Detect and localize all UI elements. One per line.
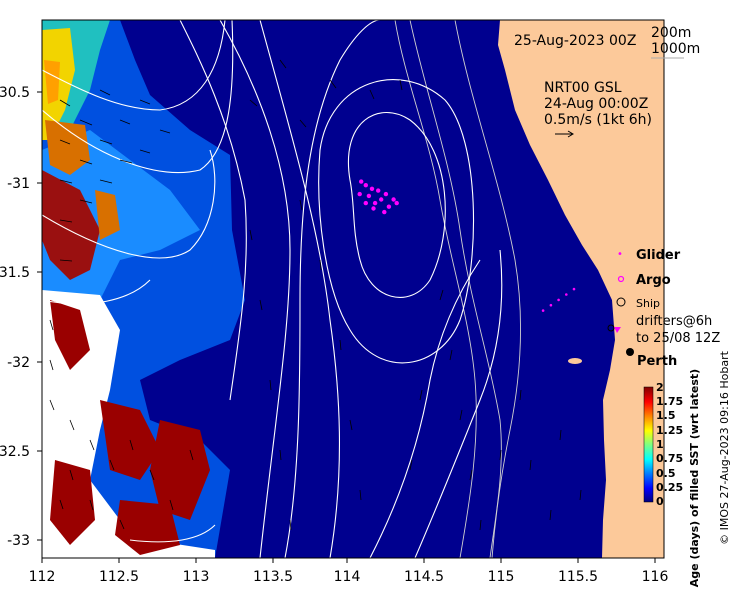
vector-scale-label: 0.5m/s (1kt 6h) xyxy=(544,112,652,128)
glider-coastal-marker xyxy=(614,327,621,333)
lon-tick-label: 115.5 xyxy=(558,569,598,585)
glider-position-dot xyxy=(357,191,362,197)
perth-marker xyxy=(626,348,634,356)
drifter-position-dot xyxy=(557,298,560,302)
glider-position-dot xyxy=(363,200,368,206)
land-western-australia xyxy=(498,20,664,558)
sst-age-field xyxy=(42,20,245,558)
vector-scale-arrow xyxy=(555,130,574,138)
colorbar-title: Age (days) of filled SST (wrt latest) xyxy=(688,369,701,587)
colorbar-tick: 1 xyxy=(656,438,664,451)
colorbar-tick: 1.75 xyxy=(656,395,683,408)
colorbar: 2 1.75 1.5 1.25 1 0.75 0.5 0.25 0 xyxy=(643,381,683,508)
colorbar-tick: 0.25 xyxy=(656,481,683,494)
contour-legend-1000m: 1000m xyxy=(651,41,700,57)
current-product-label: NRT00 GSL xyxy=(544,80,622,96)
drifters-legend-line1: drifters@6h xyxy=(636,314,712,329)
sea-level-contours xyxy=(42,20,503,558)
glider-position-dot xyxy=(379,197,384,202)
lon-tick-label: 116 xyxy=(642,569,669,585)
map-frame-border xyxy=(41,19,665,559)
current-time-label: 24-Aug 00:00Z xyxy=(544,96,648,112)
current-vectors xyxy=(49,59,582,531)
glider-position-dot xyxy=(394,200,399,206)
argo-legend-label: Argo xyxy=(636,273,671,288)
drifter-position-dot xyxy=(541,309,545,312)
glider-position-dot xyxy=(359,179,364,184)
colorbar-tick: 1.5 xyxy=(656,409,676,422)
glider-position-dot xyxy=(383,191,389,197)
glider-position-dot xyxy=(371,206,376,211)
credit-label: © IMOS 27-Aug-2023 09:16 Hobart xyxy=(718,350,731,544)
lon-axis: 112 112.5 113 113.5 114 114.5 115 115.5 … xyxy=(29,558,669,585)
ship-marker xyxy=(607,324,615,332)
lon-tick-label: 114.5 xyxy=(404,569,444,585)
drifters-legend-line2: to 25/08 12Z xyxy=(636,331,720,346)
lon-tick-label: 112 xyxy=(29,569,56,585)
platform-legend: • Glider Argo Ship drifters@6h to 25/08 … xyxy=(616,248,720,369)
colorbar-tick: 0 xyxy=(656,495,664,508)
drifter-track xyxy=(541,287,576,312)
glider-position-dot xyxy=(372,200,378,206)
lat-tick-label: 30.5 xyxy=(0,85,30,101)
lon-tick-label: 113 xyxy=(183,569,210,585)
glider-position-dot xyxy=(382,209,387,215)
lat-tick-label: -32 xyxy=(7,355,30,371)
drifter-position-dot xyxy=(572,287,576,291)
lon-tick-label: 112.5 xyxy=(99,569,139,585)
colorbar-tick: 0.75 xyxy=(656,452,683,465)
glider-positions xyxy=(357,179,399,215)
glider-position-dot xyxy=(363,183,368,188)
argo-legend-symbol xyxy=(617,275,625,283)
map-plot-area xyxy=(42,20,664,558)
glider-position-dot xyxy=(391,197,396,202)
glider-position-dot xyxy=(366,193,372,199)
colorbar-tick: 0.5 xyxy=(656,467,676,480)
map-date-label: 25-Aug-2023 00Z xyxy=(514,33,636,49)
lat-tick-label: 31.5 xyxy=(0,265,30,281)
glider-position-dot xyxy=(386,204,392,209)
glider-position-dot xyxy=(376,188,381,193)
colorbar-gradient xyxy=(643,386,654,503)
perth-label: Perth xyxy=(637,354,677,369)
drifter-position-dot xyxy=(549,303,553,307)
glider-legend-symbol: • xyxy=(617,249,623,260)
bathymetry-contours xyxy=(394,20,521,558)
colorbar-tick: 1.25 xyxy=(656,424,683,437)
ship-legend-label: Ship xyxy=(636,297,660,310)
glider-position-dot xyxy=(369,186,375,191)
drifter-position-dot xyxy=(565,293,568,296)
ship-legend-symbol xyxy=(616,297,626,307)
colorbar-tick: 2 xyxy=(656,381,664,394)
lon-tick-label: 113.5 xyxy=(253,569,293,585)
lat-tick-label: 32.5 xyxy=(0,444,30,460)
lon-tick-label: 114 xyxy=(334,569,361,585)
contour-legend-200m: 200m xyxy=(651,25,691,41)
lat-tick-label: -33 xyxy=(7,533,30,549)
lon-tick-label: 115 xyxy=(488,569,515,585)
glider-legend-label: Glider xyxy=(636,248,681,263)
lat-axis: 30.5 -31 31.5 -32 32.5 -33 xyxy=(0,85,42,549)
lat-tick-label: -31 xyxy=(7,176,30,192)
rottnest-island xyxy=(568,358,582,364)
